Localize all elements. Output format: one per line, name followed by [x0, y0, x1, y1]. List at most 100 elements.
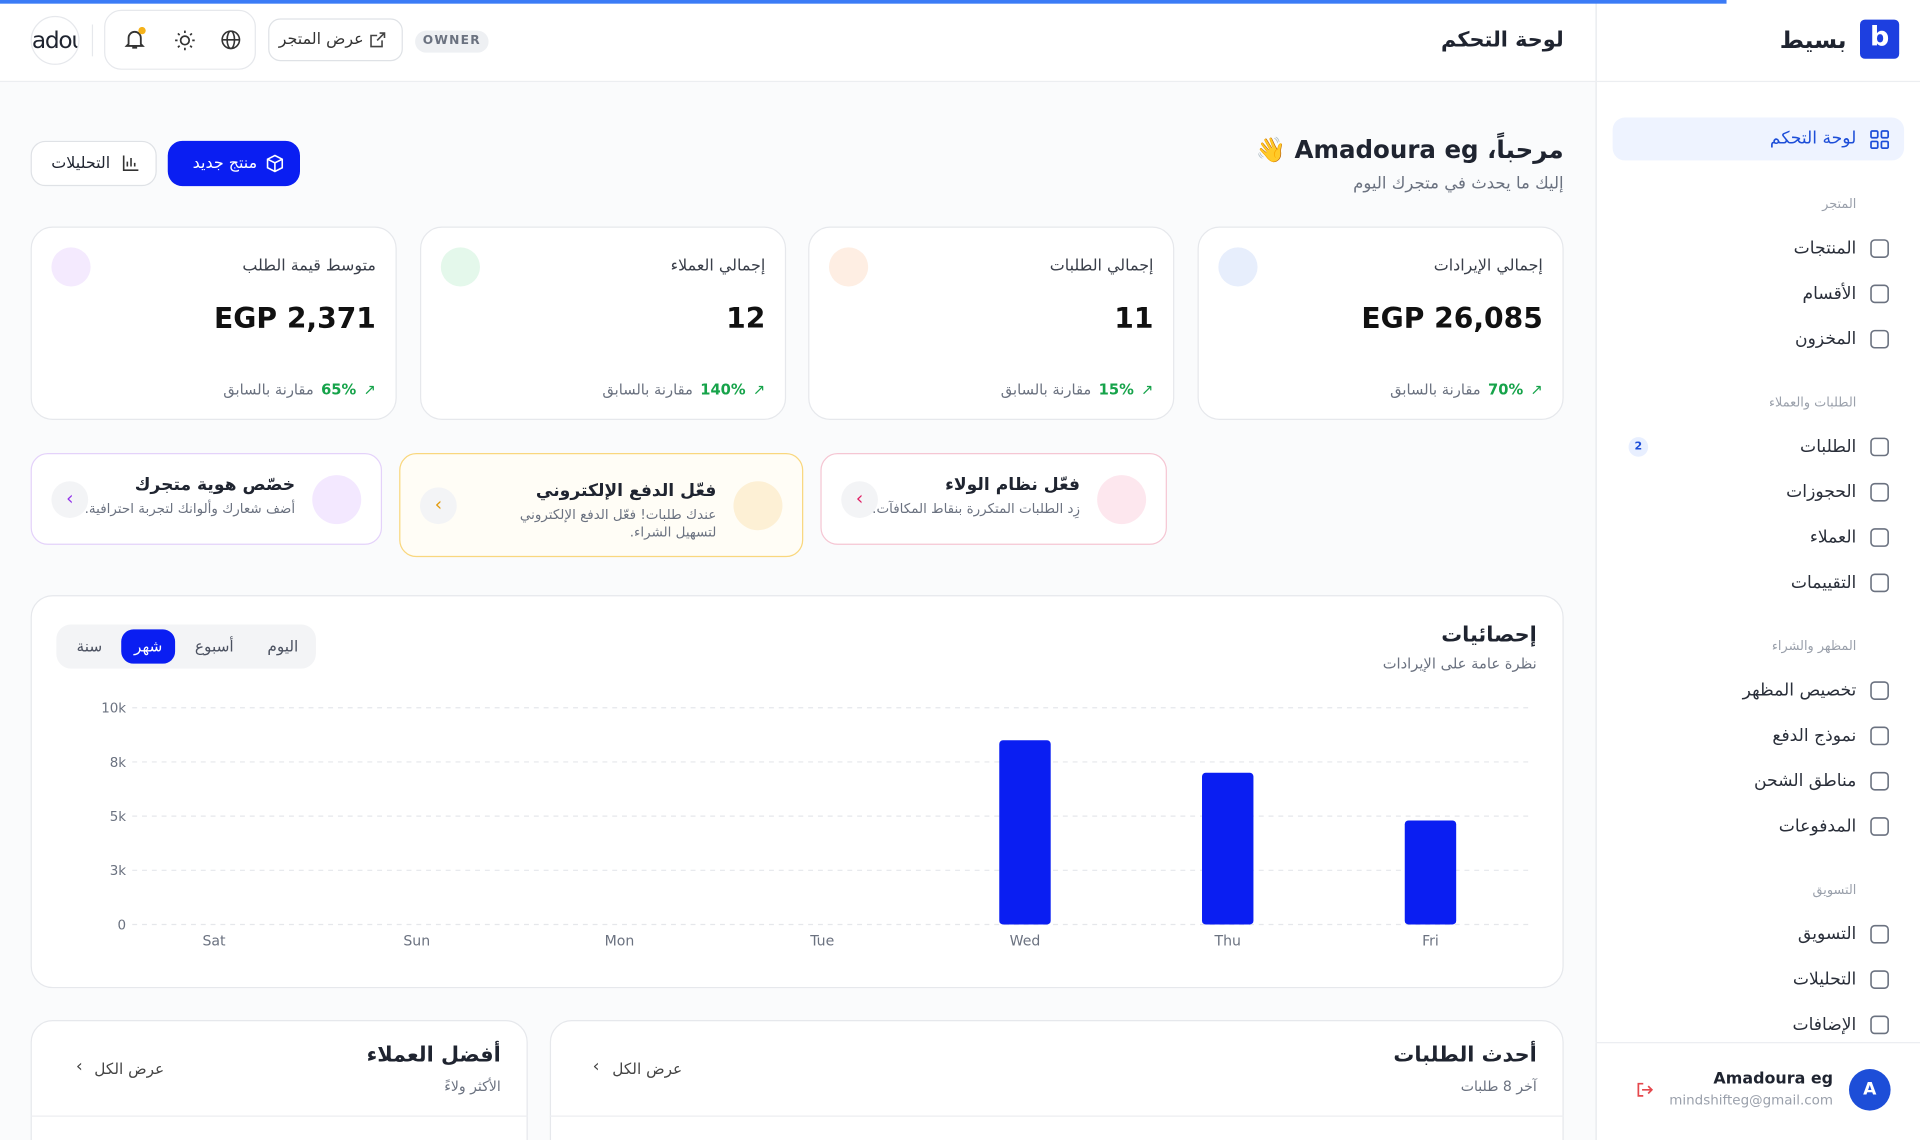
period-tab[interactable]: اليوم [267, 636, 299, 656]
stat-change-row: ↗ 15% مقارنة بالسابق [1001, 380, 1154, 400]
stat-change-row: ↗ 70% مقارنة بالسابق [1390, 380, 1543, 400]
external-icon [370, 32, 386, 48]
nav-item[interactable]: التقييمات [1790, 573, 1857, 593]
new-product-label[interactable]: منتج جديد [192, 154, 258, 173]
stat-change-arrow: ↗ [363, 380, 376, 398]
user-avatar[interactable]: A [1848, 1068, 1891, 1111]
stat-compare: مقارنة بالسابق [602, 380, 693, 398]
nav-home-icon [1870, 130, 1890, 150]
stat-change: 70% [1488, 380, 1524, 398]
recent-orders-chevron[interactable]: ‹ [592, 1056, 600, 1077]
nav-item[interactable]: الأقسام [1802, 284, 1857, 304]
stat-compare: مقارنة بالسابق [223, 380, 314, 398]
analytics-label[interactable]: التحليلات [51, 154, 111, 173]
stat-compare: مقارنة بالسابق [1000, 380, 1092, 398]
nav-item[interactable]: الطلبات [1800, 437, 1857, 457]
top-customers-chevron[interactable]: ‹ [75, 1056, 83, 1077]
nav-item[interactable]: الإضافات [1792, 1015, 1857, 1035]
view-store-button[interactable] [268, 18, 403, 62]
role-badge: OWNER [415, 30, 489, 53]
nav-section-title: الطلبات والعملاء [1768, 395, 1857, 411]
nav-item[interactable]: الحجوزات [1786, 482, 1857, 503]
promo-chevron[interactable]: ‹ [51, 480, 89, 518]
period-tab-active[interactable] [121, 629, 176, 664]
stat-change-arrow: ↗ [1141, 380, 1154, 398]
nav-item[interactable]: نموذج الدفع [1772, 726, 1857, 746]
page-title: لوحة التحكم [1441, 28, 1564, 53]
stat-value: 12 [726, 303, 766, 336]
stat-icon [828, 247, 869, 287]
theme-icon[interactable] [174, 29, 196, 51]
promo-title: خصّص هوية متجرك [134, 474, 296, 495]
nav-item[interactable]: التحليلات [1792, 969, 1857, 990]
new-product-button[interactable] [167, 140, 301, 187]
sidebar-head-line [1595, 80, 1920, 83]
stat-change: 65% [321, 380, 357, 398]
nav-section-title: المتجر [1822, 197, 1857, 212]
stat-value: EGP 26,085 [1361, 303, 1543, 336]
user-name: Amadoura eg [1713, 1070, 1834, 1089]
recent-orders-view-all[interactable]: عرض الكل [612, 1059, 683, 1078]
analytics-icon [122, 155, 139, 172]
promo-icon [733, 480, 783, 530]
welcome-subtitle: إليك ما يحدث في متجرك اليوم [1353, 173, 1564, 194]
stat-label: متوسط قيمة الطلب [242, 257, 376, 276]
stat-change-row: ↗ 65% مقارنة بالسابق [223, 380, 376, 400]
nav-item[interactable]: المخزون [1795, 329, 1857, 349]
period-tab[interactable]: سنة [76, 636, 103, 656]
nav-item[interactable]: تخصيص المظهر [1742, 680, 1857, 701]
stat-change: 140% [700, 380, 746, 398]
nav-home[interactable] [1612, 117, 1905, 161]
stat-label: إجمالي الإيرادات [1433, 257, 1543, 276]
logout-icon[interactable] [1636, 1081, 1654, 1098]
promo-chevron[interactable]: ‹ [420, 486, 457, 524]
nav-item[interactable]: المدفوعات [1778, 816, 1857, 837]
top-customers-panel [30, 1020, 528, 1140]
stat-card [1197, 226, 1564, 421]
top-customers-divider [30, 1115, 528, 1117]
stat-icon [51, 247, 91, 287]
stat-label: إجمالي العملاء [670, 257, 766, 276]
stat-card [30, 226, 397, 421]
stat-icon [1218, 247, 1258, 287]
stat-change: 15% [1098, 380, 1134, 398]
promo-chevron[interactable]: ‹ [841, 480, 878, 518]
language-icon[interactable] [220, 29, 241, 50]
recent-orders-panel [549, 1020, 1564, 1140]
sidebar [1595, 0, 1920, 1140]
nav-item[interactable]: العملاء [1809, 527, 1857, 548]
top-customers-subtitle: الأكثر ولاءً [444, 1077, 501, 1095]
header-divider [91, 24, 94, 57]
period-tabs [56, 624, 316, 669]
topbar [0, 0, 1596, 83]
brand-name: بسيط [1779, 26, 1847, 54]
stat-label: إجمالي الطلبات [1049, 257, 1154, 276]
promo-desc: أضف شعارك وألوانك لتجربة احترافية. [84, 500, 296, 517]
promo-icon [1097, 474, 1147, 524]
period-tab[interactable]: أسبوع [194, 636, 234, 656]
nav-section-title: التسويق [1812, 882, 1857, 898]
promo-title: فعّل نظام الولاء [945, 474, 1081, 495]
analytics-button[interactable] [30, 140, 157, 187]
user-divider [1595, 1042, 1920, 1044]
welcome-title: مرحباً، Amadoura eg 👋 [1255, 134, 1564, 165]
period-tab[interactable]: شهر [133, 636, 163, 656]
stat-card [808, 226, 1175, 421]
nav-item[interactable]: التسويق [1797, 924, 1857, 945]
view-store-label[interactable]: عرض المتجر [278, 30, 364, 49]
stat-change-arrow: ↗ [752, 380, 766, 398]
chart-title: إحصائيات [1441, 623, 1537, 648]
nav-home-label[interactable]: لوحة التحكم [1769, 128, 1857, 149]
top-customers-view-all[interactable]: عرض الكل [94, 1059, 165, 1078]
store-logo[interactable]: adou [30, 15, 80, 65]
bell-icon[interactable] [122, 26, 146, 51]
nav-item[interactable]: مناطق الشحن [1753, 771, 1857, 792]
stat-value: EGP 2,371 [214, 303, 376, 336]
stat-value: 11 [1114, 303, 1154, 336]
nav-badge: 2 [1628, 437, 1649, 457]
promo-title: فعّل الدفع الإلكتروني [535, 480, 717, 501]
nav-item[interactable]: المنتجات [1793, 238, 1857, 259]
stat-icon [440, 247, 481, 287]
promo-icon [312, 474, 362, 524]
